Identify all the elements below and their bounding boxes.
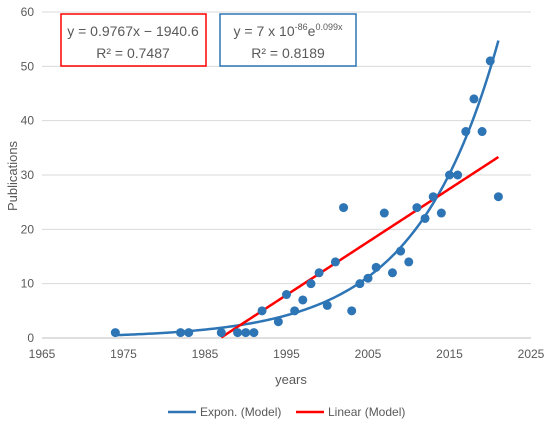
x-tick-label: 2015 [436, 347, 463, 361]
data-point [249, 328, 259, 338]
linear-equation-box: y = 0.9767x − 1940.6 R² = 0.7487 [60, 13, 207, 67]
x-axis-title: years [275, 372, 307, 387]
data-point [412, 203, 422, 213]
y-tick-label: 30 [21, 168, 35, 182]
data-point [363, 273, 373, 283]
data-point [355, 279, 365, 289]
data-point [298, 295, 308, 305]
y-tick-label: 40 [21, 114, 35, 128]
exponential-equation: y = 7 x 10-86e0.099x [234, 22, 343, 39]
data-point [469, 94, 479, 104]
data-point [273, 317, 283, 327]
data-point [436, 208, 446, 218]
data-point [241, 328, 251, 338]
data-point [420, 213, 430, 223]
data-point [493, 192, 503, 202]
data-point [396, 246, 406, 256]
data-point [477, 127, 487, 137]
x-tick-label: 1985 [192, 347, 219, 361]
linear-equation: y = 0.9767x − 1940.6 [67, 23, 199, 39]
data-point [339, 203, 349, 213]
x-tick-label: 1995 [273, 347, 300, 361]
data-points [110, 56, 503, 338]
data-point [282, 290, 291, 300]
data-point [306, 279, 316, 289]
x-tick-label: 1975 [110, 347, 137, 361]
data-point [257, 306, 267, 316]
y-axis-ticks: 0 10 20 30 40 50 60 [21, 5, 35, 345]
data-point [330, 257, 340, 267]
data-point [314, 268, 324, 278]
data-point [404, 257, 414, 267]
x-tick-label: 2025 [518, 347, 545, 361]
exponential-equation-e: e [308, 23, 316, 39]
y-axis-title: Publications [5, 140, 20, 211]
data-point [387, 268, 397, 278]
data-point [445, 170, 454, 180]
data-point [379, 208, 389, 218]
exponential-trendline [115, 40, 500, 337]
data-point [176, 328, 186, 338]
data-point [184, 328, 194, 338]
data-point [485, 56, 495, 66]
y-tick-label: 60 [21, 5, 35, 19]
data-point [371, 262, 381, 272]
linear-r-squared: R² = 0.7487 [96, 45, 170, 61]
data-point [290, 306, 300, 316]
y-tick-label: 20 [21, 222, 35, 236]
data-point [110, 328, 120, 338]
data-point [322, 300, 332, 310]
linear-trendline [220, 155, 500, 339]
exponential-equation-base: y = 7 x 10 [234, 23, 295, 39]
legend-label-exponential: Expon. (Model) [200, 405, 281, 419]
data-point [233, 328, 243, 338]
legend-label-linear: Linear (Model) [328, 405, 405, 419]
legend: Expon. (Model) Linear (Model) [168, 405, 405, 419]
y-tick-label: 0 [27, 331, 34, 345]
trendlines [115, 40, 500, 339]
data-point [216, 328, 226, 338]
exponential-r-squared: R² = 0.8189 [251, 45, 325, 61]
y-tick-label: 50 [21, 59, 35, 73]
exponential-equation-exponent-2: 0.099x [315, 22, 343, 32]
x-tick-label: 1965 [29, 347, 56, 361]
exponential-equation-exponent-1: -86 [295, 22, 308, 32]
data-point [453, 170, 463, 180]
data-point [428, 192, 438, 202]
exponential-equation-box: y = 7 x 10-86e0.099x R² = 0.8189 [219, 13, 357, 67]
y-tick-label: 10 [21, 277, 35, 291]
data-point [347, 306, 357, 316]
x-axis-ticks: 1965 1975 1985 1995 2005 2015 2025 [29, 347, 545, 361]
x-tick-label: 2005 [355, 347, 382, 361]
data-point [461, 127, 471, 137]
exponential-equation-border [219, 13, 357, 67]
linear-equation-border [60, 13, 207, 67]
